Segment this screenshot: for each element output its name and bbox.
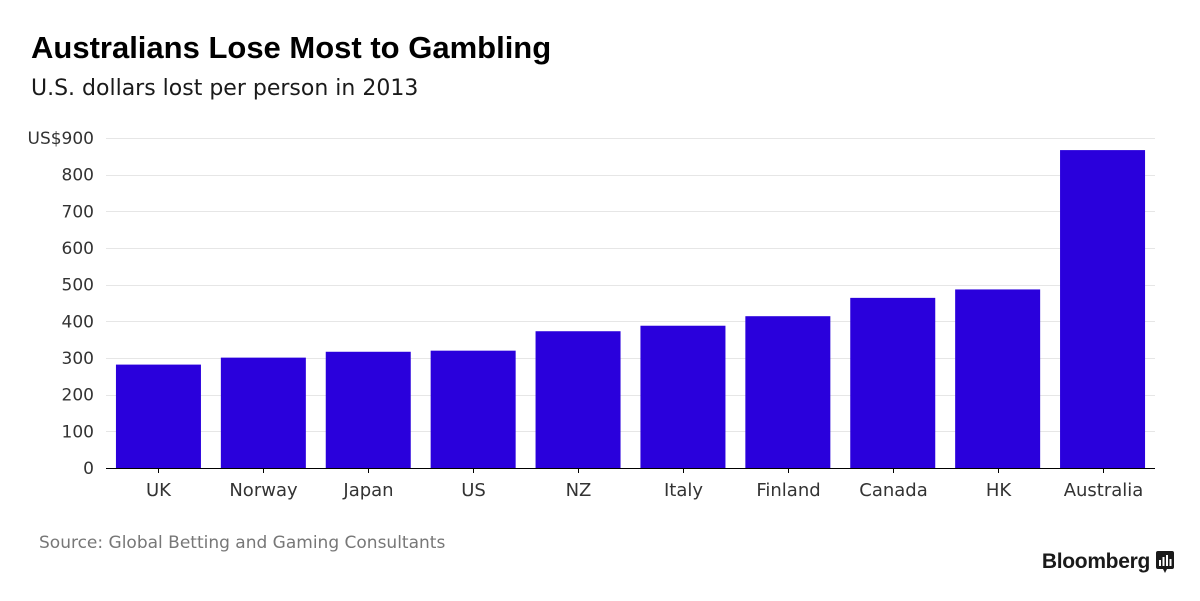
brand-logo: Bloomberg [1042, 550, 1174, 574]
chart-subtitle: U.S. dollars lost per person in 2013 [31, 76, 419, 101]
bar [220, 357, 306, 468]
bar [745, 316, 831, 468]
x-tick-label: Japan [342, 480, 393, 501]
bar [430, 350, 516, 468]
y-tick-label: 100 [62, 422, 94, 442]
y-tick-label: 400 [62, 312, 94, 332]
x-tick-label: NZ [566, 480, 592, 501]
y-tick-label: US$900 [28, 129, 95, 149]
chart-title: Australians Lose Most to Gambling [31, 30, 552, 65]
bar [1060, 150, 1146, 468]
source-note: Source: Global Betting and Gaming Consul… [39, 533, 446, 553]
y-tick-label: 200 [62, 386, 94, 406]
bar [325, 351, 411, 468]
y-tick-label: 0 [83, 459, 94, 479]
y-tick-label: 800 [62, 166, 94, 186]
bar [850, 297, 936, 468]
x-tick-label: Norway [229, 480, 298, 501]
x-tick-label: US [461, 480, 486, 501]
x-tick-label: Australia [1064, 480, 1144, 501]
x-tick-label: Italy [664, 480, 703, 501]
x-tick-label: HK [986, 480, 1013, 501]
bar [115, 364, 201, 468]
bar [640, 325, 726, 468]
x-tick-label: Canada [859, 480, 928, 501]
bar [955, 289, 1041, 468]
x-tick-label: UK [146, 480, 172, 501]
brand-name: Bloomberg [1041, 550, 1150, 573]
y-tick-label: 600 [62, 239, 94, 259]
bar [535, 331, 621, 468]
y-tick-label: 700 [62, 202, 94, 222]
bloomberg-terminal-icon [1156, 551, 1174, 573]
x-tick-label: Finland [756, 480, 820, 501]
y-tick-label: 500 [62, 276, 94, 296]
y-tick-label: 300 [62, 349, 94, 369]
